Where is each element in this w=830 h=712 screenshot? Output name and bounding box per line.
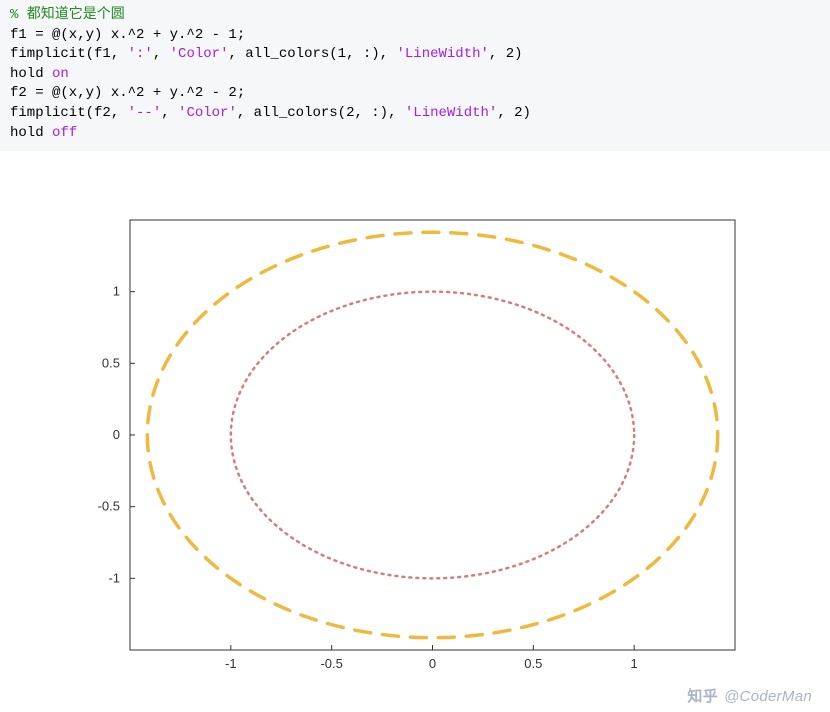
code-line: hold on	[10, 65, 820, 85]
ytick-label: 0	[113, 427, 120, 442]
watermark-text: @CoderMan	[724, 688, 812, 705]
xtick-label: 1	[631, 656, 638, 671]
code-token: f1 = @(x,y) x.^2 + y.^2 - 1;	[10, 27, 245, 43]
code-token: , all_colors(1, :),	[228, 46, 396, 62]
xtick-label: -1	[225, 656, 237, 671]
code-token: hold	[10, 66, 52, 82]
code-token: , 2)	[489, 46, 523, 62]
watermark-logo: 知乎	[687, 688, 718, 705]
code-token: ,	[161, 105, 178, 121]
code-token: 'LineWidth'	[397, 46, 489, 62]
code-token: 'Color'	[178, 105, 237, 121]
watermark: 知乎 @CoderMan	[687, 685, 812, 706]
code-line: fimplicit(f2, '--', 'Color', all_colors(…	[10, 104, 820, 124]
code-token: fimplicit(f1,	[10, 46, 128, 62]
chart-area: -1 -0.5 0 0.5 1 -1 -0.5 0 0.5 1	[60, 200, 760, 700]
ytick-label: -0.5	[98, 499, 120, 514]
xtick-label: -0.5	[320, 656, 342, 671]
code-token: , 2)	[497, 105, 531, 121]
code-block: % 都知道它是个圆 f1 = @(x,y) x.^2 + y.^2 - 1; fim…	[0, 0, 830, 151]
code-line: hold off	[10, 124, 820, 144]
code-token: % 都知道它是个圆	[10, 7, 125, 23]
code-token: 'LineWidth'	[405, 105, 497, 121]
code-token: '--'	[128, 105, 162, 121]
ytick-label: 0.5	[102, 355, 120, 370]
xtick-label: 0.5	[524, 656, 542, 671]
code-line: fimplicit(f1, ':', 'Color', all_colors(1…	[10, 45, 820, 65]
code-line: f1 = @(x,y) x.^2 + y.^2 - 1;	[10, 26, 820, 46]
code-line: f2 = @(x,y) x.^2 + y.^2 - 2;	[10, 84, 820, 104]
ytick-label: -1	[108, 570, 120, 585]
code-token: f2 = @(x,y) x.^2 + y.^2 - 2;	[10, 85, 245, 101]
code-token: hold	[10, 125, 52, 141]
xtick-label: 0	[429, 656, 436, 671]
chart-svg: -1 -0.5 0 0.5 1 -1 -0.5 0 0.5 1	[60, 200, 760, 700]
plot-box	[130, 220, 735, 650]
code-token: ,	[153, 46, 170, 62]
code-token: fimplicit(f2,	[10, 105, 128, 121]
ytick-label: 1	[113, 284, 120, 299]
code-token: 'Color'	[170, 46, 229, 62]
code-token: ':'	[128, 46, 153, 62]
code-token: , all_colors(2, :),	[237, 105, 405, 121]
code-token: off	[52, 125, 77, 141]
code-token: on	[52, 66, 69, 82]
code-line: % 都知道它是个圆	[10, 6, 820, 26]
